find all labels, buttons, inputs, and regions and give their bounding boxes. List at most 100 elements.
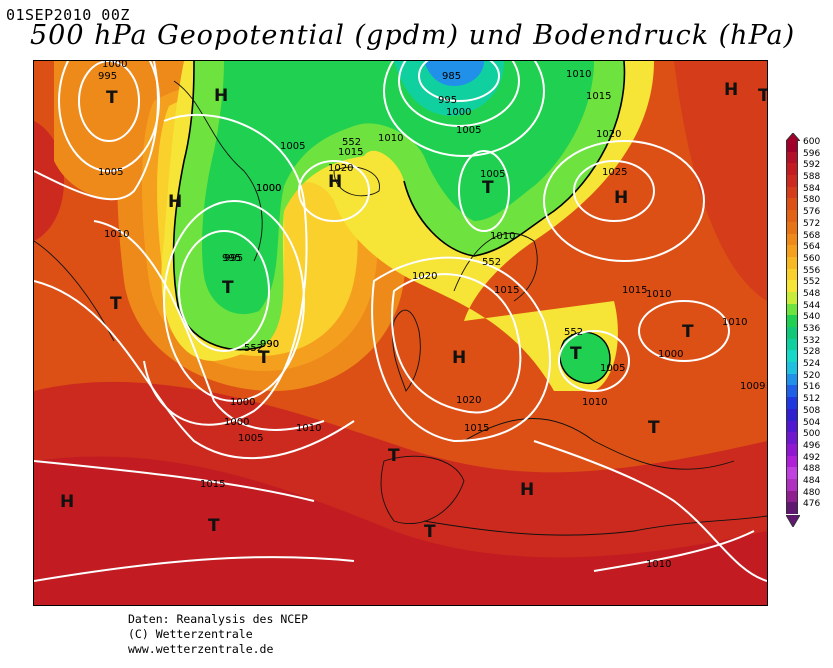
colorbar-label: 580 — [803, 195, 821, 206]
colorbar-label: 560 — [803, 253, 821, 264]
colorbar-label: 512 — [803, 394, 821, 405]
colorbar-label: 476 — [803, 499, 821, 510]
field-blue-low — [424, 61, 484, 86]
colorbar-label: 600 — [803, 137, 821, 147]
isobar-label: 1000 — [256, 183, 281, 194]
field-far-south — [34, 456, 767, 605]
credits-url: www.wetterzentrale.de — [128, 642, 274, 656]
pressure-center: T — [570, 344, 582, 364]
isobar-line — [34, 280, 355, 460]
pressure-center: T — [648, 418, 660, 438]
colorbar-label: 492 — [803, 452, 821, 463]
colorbar-swatch — [786, 151, 798, 164]
isobar-ring — [78, 61, 140, 142]
isobar-ring — [573, 160, 655, 222]
pressure-center: H — [60, 492, 74, 512]
isobar-label: 1000 — [658, 349, 683, 360]
isobar-ring — [398, 61, 520, 127]
colorbar-label: 524 — [803, 359, 821, 370]
coast-britain — [392, 309, 421, 392]
field-cutoff-low — [560, 332, 610, 384]
colorbar-swatch — [786, 140, 798, 152]
pressure-center: H — [168, 192, 182, 212]
colorbar-label: 504 — [803, 417, 821, 428]
isobar-label: 1010 — [582, 397, 607, 408]
isobar-ring — [58, 61, 160, 172]
height-label: 552 — [482, 257, 501, 268]
isobar-ring — [458, 150, 510, 232]
credits: Daten: Reanalysis des NCEP (C) Wetterzen… — [128, 612, 308, 657]
pressure-center: T — [758, 86, 767, 106]
colorbar — [786, 140, 798, 514]
isobar-line — [93, 220, 325, 431]
isobar-label: 1005 — [98, 167, 123, 178]
colorbar-swatch — [786, 268, 798, 281]
isobar-label: 1015 — [200, 479, 225, 490]
isobar-label: 1015 — [622, 285, 647, 296]
colorbar-swatch — [786, 186, 798, 199]
colorbar-label: 484 — [803, 475, 821, 486]
colorbar-bottom-arrow — [786, 515, 800, 527]
colorbar-label: 520 — [803, 370, 821, 381]
colorbar-swatch — [786, 373, 798, 386]
colorbar-swatch — [786, 420, 798, 433]
colorbar-swatch — [786, 362, 798, 374]
colorbar-swatch — [786, 397, 798, 409]
pressure-center: H — [452, 348, 466, 368]
isobar-label: 1000 — [224, 417, 249, 428]
colorbar-swatch — [786, 210, 798, 222]
isobar-label: 1020 — [456, 395, 481, 406]
colorbar-swatch — [786, 350, 798, 363]
colorbar-swatch — [786, 490, 798, 503]
colorbar-label: 536 — [803, 324, 821, 334]
isobar-label: 1020 — [328, 163, 353, 174]
colorbar-swatch — [786, 175, 798, 187]
colorbar-label: 480 — [803, 487, 821, 498]
isobar-label: 1005 — [480, 169, 505, 180]
colorbar-swatch — [786, 327, 798, 339]
isobar-line — [593, 530, 755, 572]
credits-source: Daten: Reanalysis des NCEP — [128, 612, 309, 626]
isobar-label: 1010 — [490, 231, 515, 242]
colorbar-label: 508 — [803, 405, 821, 416]
colorbar-swatch — [786, 198, 798, 211]
isobars — [34, 61, 767, 582]
isobar-label: 1010 — [646, 289, 671, 300]
isobar-ring — [543, 140, 705, 262]
coast-greenland — [173, 80, 263, 262]
isobar-label: 1000 — [256, 183, 281, 194]
pressure-center: T — [388, 446, 400, 466]
colorbar-label: 488 — [803, 464, 821, 475]
colorbar-label: 572 — [803, 218, 821, 229]
colorbar-label: 496 — [803, 440, 821, 451]
colorbar-label: 552 — [803, 277, 821, 288]
isobar-label: 1010 — [722, 317, 747, 328]
isobar-label: 1000 — [102, 61, 127, 70]
colorbar-swatch — [786, 432, 798, 444]
colorbar-bottom-triangle — [786, 515, 800, 527]
colorbar-swatch — [786, 455, 798, 468]
pressure-center: H — [328, 172, 342, 192]
colorbar-swatch — [786, 315, 798, 327]
colorbar-label: 528 — [803, 347, 821, 358]
pressure-center: T — [110, 294, 122, 314]
isobar-ring — [383, 61, 545, 157]
colorbar-swatch — [786, 291, 798, 304]
colorbar-label: 596 — [803, 148, 821, 159]
valid-time: 01SEP2010 00Z — [6, 6, 130, 24]
isobar-label: 1005 — [280, 141, 305, 152]
pressure-center: T — [208, 516, 220, 536]
contour-552-west — [172, 61, 265, 351]
isobar-ring — [558, 330, 630, 392]
isobar-high-europe-outer — [371, 256, 551, 443]
isobar-line — [143, 113, 308, 426]
pressure-center: H — [520, 480, 534, 500]
colorbar-label: 584 — [803, 183, 821, 194]
isobar-ring — [163, 200, 305, 402]
colorbar-swatch — [786, 256, 798, 269]
isobar-ring — [418, 61, 500, 102]
colorbar-label: 516 — [803, 382, 821, 393]
colorbar-label: 548 — [803, 288, 821, 299]
contour-552-cutoff — [559, 331, 611, 385]
colorbar-swatch — [786, 280, 798, 292]
